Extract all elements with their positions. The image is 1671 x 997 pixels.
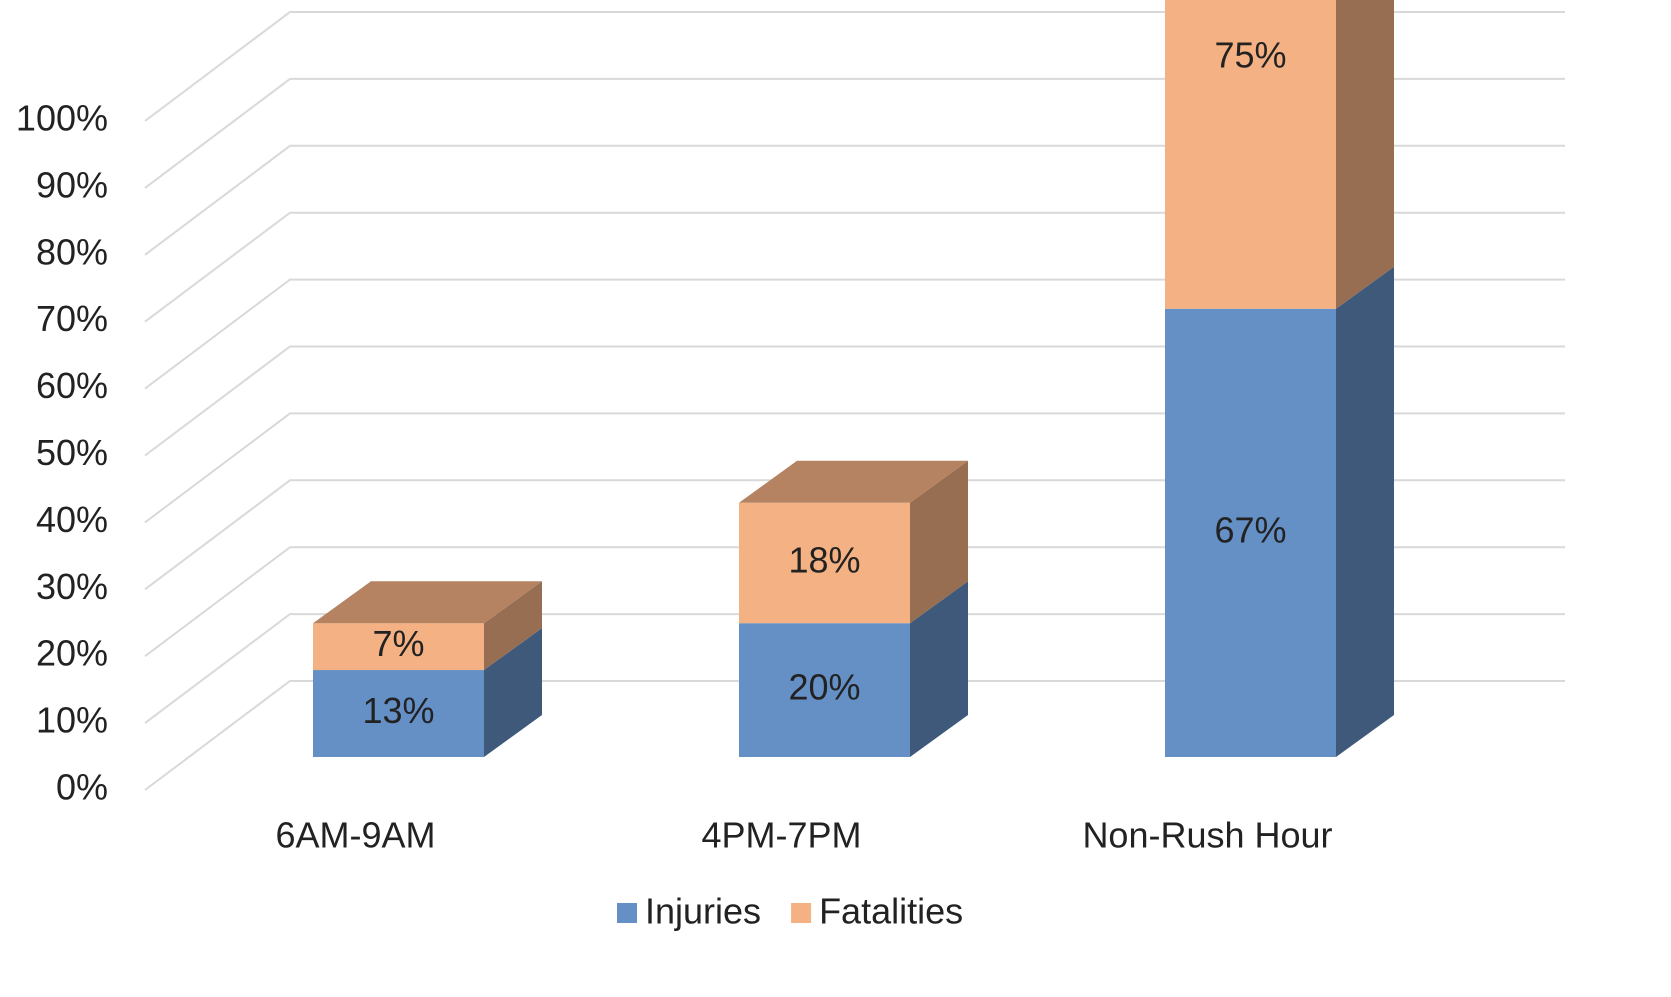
- y-tick-label: 100%: [16, 98, 108, 139]
- bar: [739, 623, 910, 757]
- data-label: 13%: [362, 690, 434, 731]
- x-tick-label: Non-Rush Hour: [1082, 815, 1332, 856]
- data-label: 18%: [788, 540, 860, 581]
- bar: [313, 623, 484, 671]
- y-tick-label: 10%: [36, 700, 108, 741]
- x-tick-label: 6AM-9AM: [275, 815, 435, 856]
- grid-line: [144, 546, 1565, 657]
- bar: [739, 502, 910, 624]
- bar-side: [484, 628, 542, 757]
- bar-side: [484, 581, 542, 671]
- grid-line: [144, 211, 1565, 323]
- grid-line: [144, 144, 1565, 256]
- bar-side: [910, 460, 968, 624]
- bar: [1165, 0, 1336, 309]
- data-label: 67%: [1214, 509, 1286, 550]
- bar-side: [910, 581, 968, 757]
- y-tick-label: 60%: [36, 365, 108, 406]
- grid-line: [144, 412, 1565, 524]
- y-tick-label: 80%: [36, 231, 108, 272]
- legend-label: Injuries: [645, 891, 761, 932]
- grid-line: [144, 345, 1565, 457]
- bar-side: [1336, 266, 1394, 757]
- bar: [1165, 308, 1336, 757]
- grid-line: [144, 613, 1565, 724]
- y-tick-label: 40%: [36, 499, 108, 540]
- bar-side: [1336, 0, 1394, 309]
- y-tick-label: 90%: [36, 164, 108, 205]
- grid-line: [144, 11, 1565, 122]
- y-tick-label: 50%: [36, 432, 108, 473]
- bar: [313, 670, 484, 757]
- legend-swatch: [791, 903, 812, 923]
- data-label: 75%: [1214, 34, 1286, 75]
- grid-line: [144, 77, 1565, 189]
- grid-line: [144, 680, 1565, 791]
- y-tick-label: 20%: [36, 633, 108, 674]
- legend-swatch: [617, 903, 637, 923]
- legend-label: Fatalities: [819, 891, 963, 932]
- y-tick-label: 70%: [36, 298, 108, 339]
- grid-line: [144, 278, 1565, 390]
- data-label: 20%: [788, 667, 860, 708]
- bar-top: [313, 581, 542, 624]
- grid-line: [144, 479, 1565, 591]
- data-label: 7%: [372, 623, 424, 664]
- y-tick-label: 30%: [36, 566, 108, 607]
- bar-top: [739, 460, 968, 503]
- y-tick-label: 0%: [56, 767, 108, 808]
- x-tick-label: 4PM-7PM: [701, 815, 861, 856]
